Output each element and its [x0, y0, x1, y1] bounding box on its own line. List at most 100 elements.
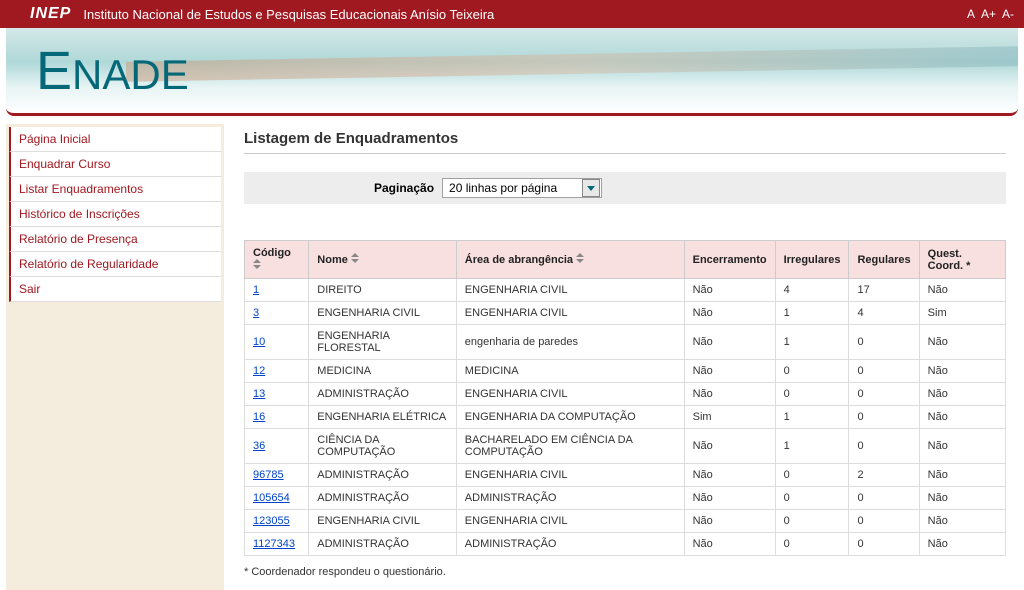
cell-regulares: 0	[849, 383, 919, 406]
codigo-link[interactable]: 16	[253, 411, 265, 423]
codigo-link[interactable]: 12	[253, 365, 265, 377]
sidebar-item-sair[interactable]: Sair	[9, 277, 221, 302]
cell-quest: Não	[919, 464, 1005, 487]
cell-irregulares: 1	[775, 429, 849, 464]
cell-codigo: 123055	[245, 510, 309, 533]
pagination-label: Paginação	[374, 181, 434, 195]
cell-irregulares: 0	[775, 360, 849, 383]
cell-quest: Não	[919, 406, 1005, 429]
cell-quest: Não	[919, 383, 1005, 406]
cell-irregulares: 1	[775, 302, 849, 325]
cell-area: ADMINISTRAÇÃO	[456, 533, 684, 556]
top-bar: INEP Instituto Nacional de Estudos e Pes…	[0, 0, 1024, 28]
codigo-link[interactable]: 123055	[253, 515, 290, 527]
codigo-link[interactable]: 105654	[253, 492, 290, 504]
cell-regulares: 0	[849, 325, 919, 360]
cell-encerramento: Não	[684, 325, 775, 360]
codigo-link[interactable]: 1	[253, 284, 259, 296]
pagination-bar: Paginação 20 linhas por página	[244, 172, 1006, 204]
column-header[interactable]: Área de abrangência	[456, 241, 684, 279]
sidebar: Página Inicial Enquadrar Curso Listar En…	[6, 124, 224, 590]
app-logo-suffix: NADE	[72, 51, 189, 98]
table-row: 96785ADMINISTRAÇÃOENGENHARIA CIVILNão02N…	[245, 464, 1006, 487]
column-header: Quest. Coord. *	[919, 241, 1005, 279]
column-header: Regulares	[849, 241, 919, 279]
column-label: Irregulares	[784, 254, 841, 266]
cell-encerramento: Não	[684, 279, 775, 302]
codigo-link[interactable]: 3	[253, 307, 259, 319]
sidebar-item-listar[interactable]: Listar Enquadramentos	[9, 177, 221, 202]
org-full-name: Instituto Nacional de Estudos e Pesquisa…	[83, 7, 494, 22]
pagination-select-value: 20 linhas por página	[449, 181, 557, 195]
cell-regulares: 0	[849, 533, 919, 556]
cell-irregulares: 0	[775, 510, 849, 533]
column-header[interactable]: Nome	[309, 241, 457, 279]
cell-area: engenharia de paredes	[456, 325, 684, 360]
cell-irregulares: 1	[775, 325, 849, 360]
sidebar-item-label: Listar Enquadramentos	[19, 182, 143, 196]
pagination-select[interactable]: 20 linhas por página	[442, 178, 602, 198]
cell-area: ENGENHARIA CIVIL	[456, 279, 684, 302]
table-row: 16 ENGENHARIA ELÉTRICAENGENHARIA DA COMPU…	[245, 406, 1006, 429]
sidebar-item-home[interactable]: Página Inicial	[9, 127, 221, 152]
enquadramentos-table: Código Nome Área de abrangência Encerram…	[244, 240, 1006, 556]
cell-codigo: 13	[245, 383, 309, 406]
codigo-link[interactable]: 13	[253, 388, 265, 400]
cell-nome: DIREITO	[309, 279, 457, 302]
column-header: Irregulares	[775, 241, 849, 279]
column-header[interactable]: Código	[245, 241, 309, 279]
cell-quest: Não	[919, 279, 1005, 302]
font-normal-button[interactable]: A	[967, 7, 975, 21]
sidebar-item-presenca[interactable]: Relatório de Presença	[9, 227, 221, 252]
cell-regulares: 4	[849, 302, 919, 325]
cell-area: BACHARELADO EM CIÊNCIA DA COMPUTAÇÃO	[456, 429, 684, 464]
column-label: Nome	[317, 254, 348, 266]
sidebar-item-historico[interactable]: Histórico de Inscrições	[9, 202, 221, 227]
cell-area: ENGENHARIA CIVIL	[456, 464, 684, 487]
sidebar-item-label: Histórico de Inscrições	[19, 207, 140, 221]
cell-encerramento: Sim	[684, 406, 775, 429]
cell-codigo: 16	[245, 406, 309, 429]
cell-codigo: 1127343	[245, 533, 309, 556]
cell-regulares: 2	[849, 464, 919, 487]
column-header: Encerramento	[684, 241, 775, 279]
cell-nome: ADMINISTRAÇÃO	[309, 487, 457, 510]
table-row: 36CIÊNCIA DA COMPUTAÇÃOBACHARELADO EM CI…	[245, 429, 1006, 464]
app-logo: ENADE	[36, 40, 189, 102]
cell-area: ENGENHARIA CIVIL	[456, 383, 684, 406]
font-larger-button[interactable]: A+	[981, 7, 996, 21]
cell-regulares: 17	[849, 279, 919, 302]
column-label: Quest. Coord. *	[928, 248, 971, 272]
cell-quest: Não	[919, 533, 1005, 556]
sidebar-item-regularidade[interactable]: Relatório de Regularidade	[9, 252, 221, 277]
sort-icon[interactable]	[253, 259, 261, 269]
cell-nome: ENGENHARIA ELÉTRICA	[309, 406, 457, 429]
sidebar-item-label: Relatório de Regularidade	[19, 257, 158, 271]
table-row: 10ENGENHARIA FLORESTALengenharia de pare…	[245, 325, 1006, 360]
cell-codigo: 3	[245, 302, 309, 325]
cell-encerramento: Não	[684, 487, 775, 510]
cell-encerramento: Não	[684, 302, 775, 325]
cell-area: ENGENHARIA DA COMPUTAÇÃO	[456, 406, 684, 429]
sidebar-item-label: Relatório de Presença	[19, 232, 138, 246]
cell-codigo: 105654	[245, 487, 309, 510]
cell-quest: Não	[919, 360, 1005, 383]
codigo-link[interactable]: 96785	[253, 469, 284, 481]
font-smaller-button[interactable]: A-	[1002, 7, 1014, 21]
font-size-controls: A A+ A-	[967, 7, 1014, 21]
table-row: 123055ENGENHARIA CIVILENGENHARIA CIVILNã…	[245, 510, 1006, 533]
cell-codigo: 1	[245, 279, 309, 302]
codigo-link[interactable]: 36	[253, 440, 265, 452]
sort-icon[interactable]	[351, 253, 359, 263]
table-row: 12MEDICINAMEDICINANão00Não	[245, 360, 1006, 383]
cell-encerramento: Não	[684, 383, 775, 406]
table-row: 13ADMINISTRAÇÃOENGENHARIA CIVILNão00Não	[245, 383, 1006, 406]
cell-encerramento: Não	[684, 464, 775, 487]
chevron-down-icon[interactable]	[582, 179, 600, 197]
sidebar-item-enquadrar[interactable]: Enquadrar Curso	[9, 152, 221, 177]
codigo-link[interactable]: 1127343	[253, 538, 295, 550]
cell-nome: ADMINISTRAÇÃO	[309, 533, 457, 556]
cell-irregulares: 0	[775, 464, 849, 487]
codigo-link[interactable]: 10	[253, 336, 265, 348]
sort-icon[interactable]	[576, 253, 584, 263]
